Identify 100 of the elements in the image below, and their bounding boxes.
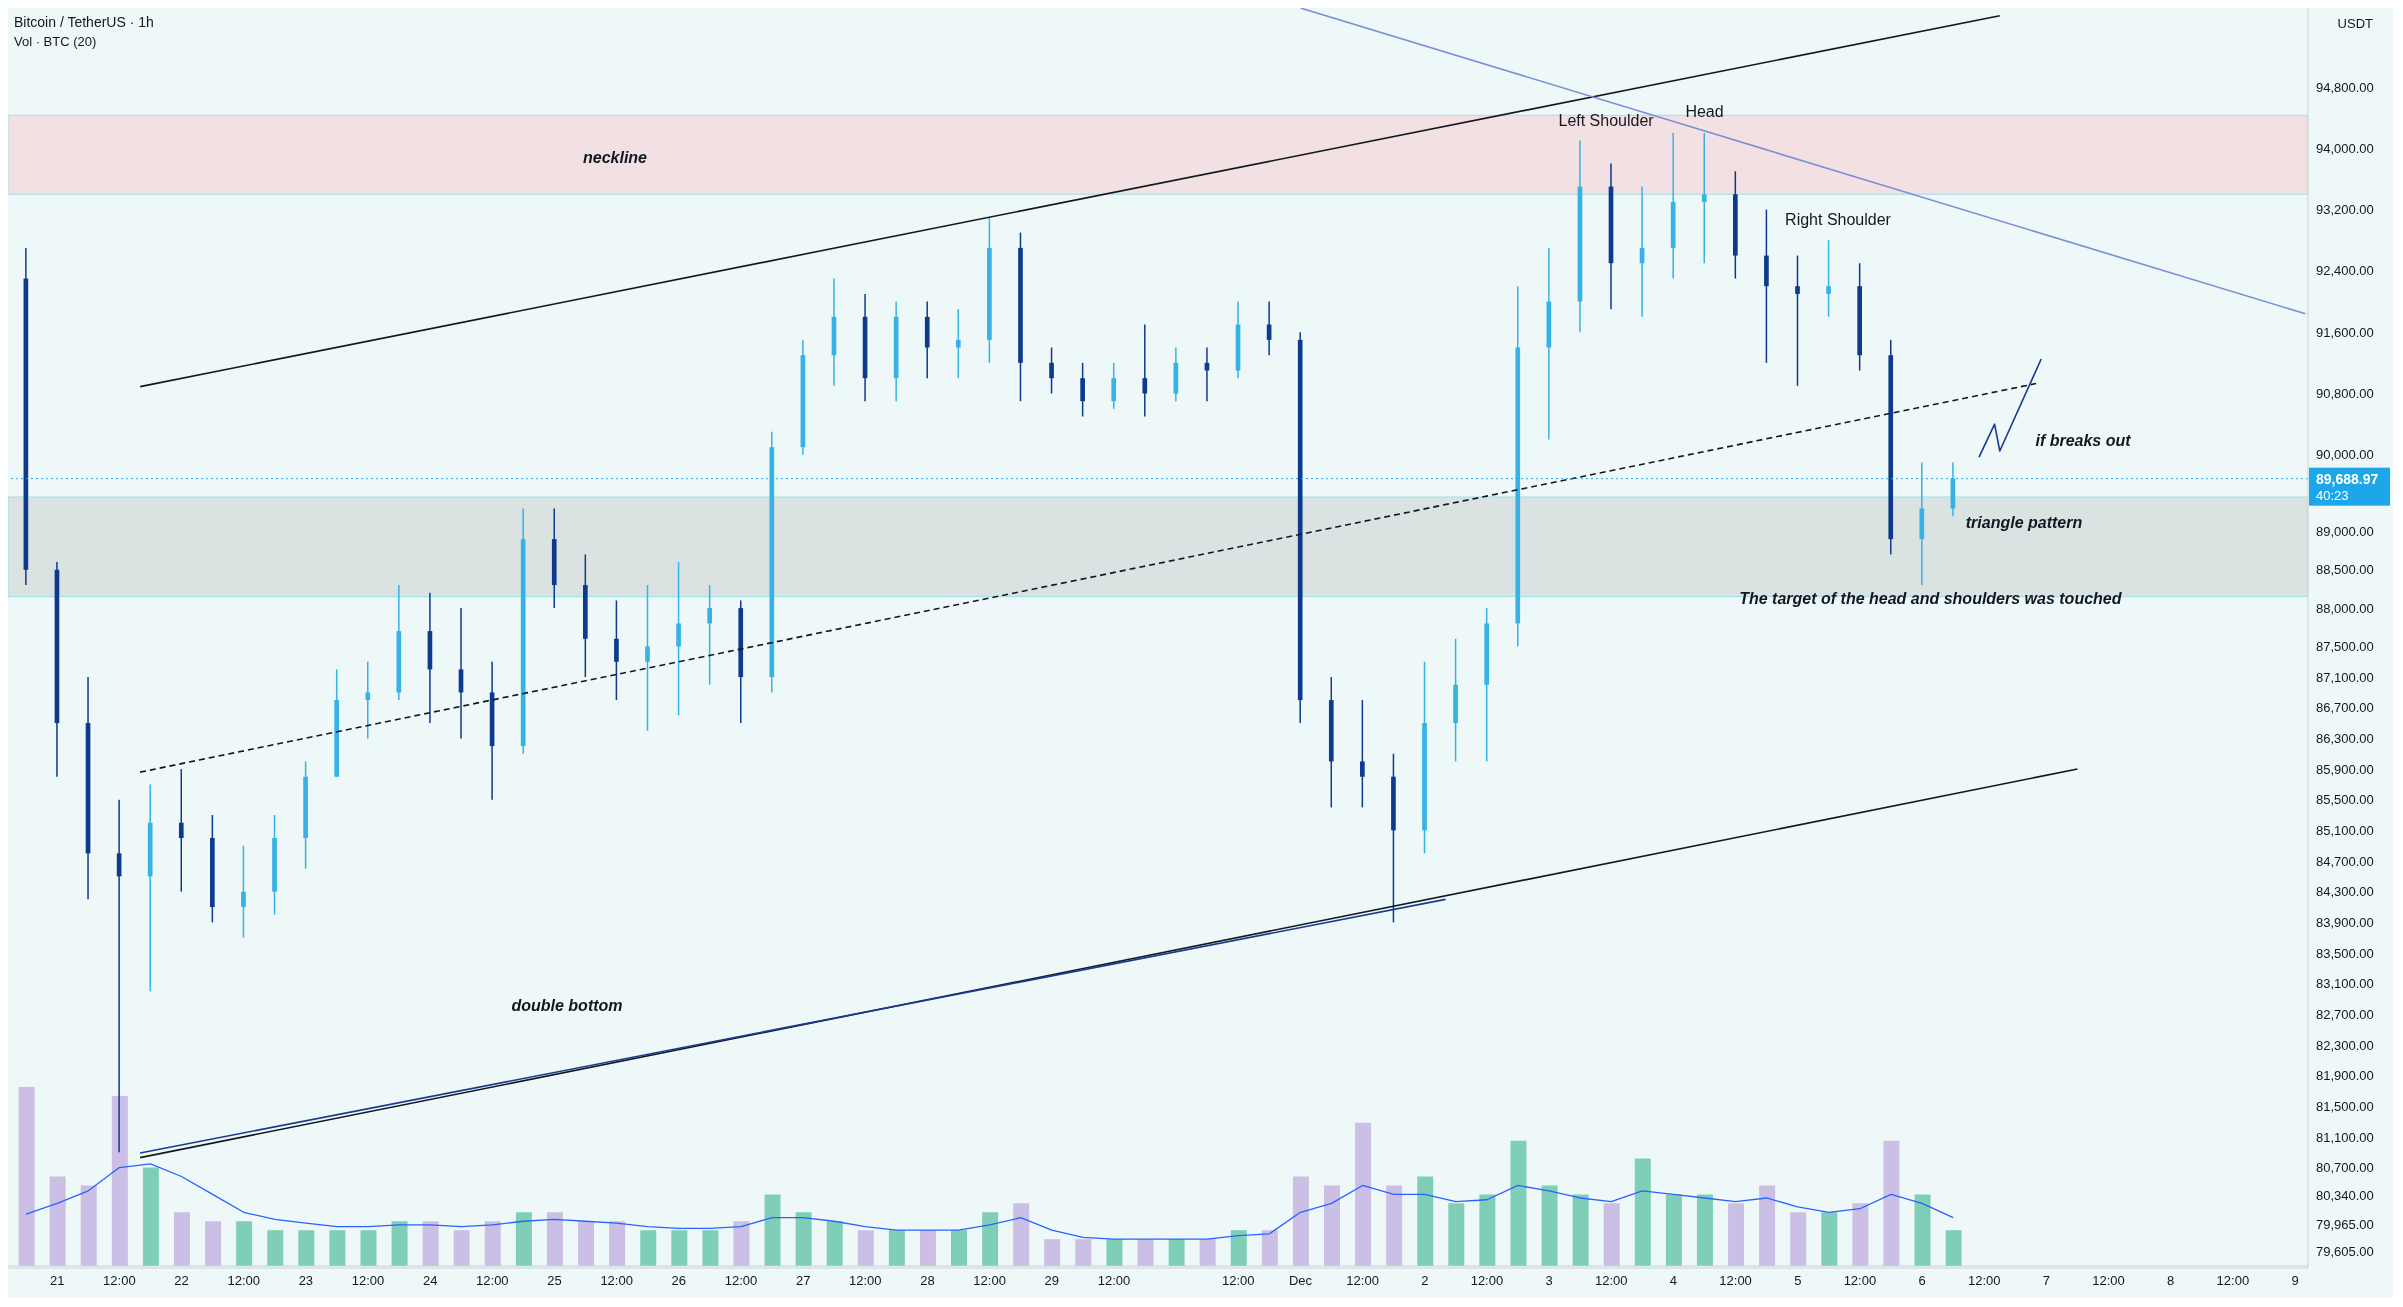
y-tick-label: 79,965.00 [2316,1216,2374,1232]
candlestick [1142,323,1148,418]
bar [360,1230,377,1266]
y-tick-label: 87,100.00 [2316,669,2374,685]
x-tick-label: 12:00 [2216,1273,2250,1289]
candlestick [1360,699,1365,809]
bar [111,1095,128,1266]
bar [919,1230,936,1266]
annotation: Left Shoulder [1558,111,1655,129]
x-tick-label: 26 [671,1273,687,1289]
bar [546,1212,563,1266]
bar [1137,1239,1154,1266]
bar [1324,1185,1340,1266]
x-tick-label: 4 [1669,1273,1678,1289]
bar [1572,1194,1589,1266]
x-tick-label: 3 [1545,1273,1553,1289]
y-tick-label: 83,500.00 [2316,945,2374,961]
candlestick [955,308,961,379]
annotation: Right Shoulder [1785,211,1891,229]
y-tick-label: 94,000.00 [2316,140,2374,156]
y-tick-label: 89,000.00 [2316,524,2374,540]
x-tick-label: 12:00 [227,1273,260,1289]
x-tick-label: 5 [1794,1273,1802,1289]
x-tick-label: 25 [547,1273,562,1289]
bar [1013,1203,1030,1266]
annotation: The target of the head and shoulders was touched [1739,589,2123,607]
bar [951,1230,968,1266]
x-tick-label: 2 [1421,1273,1429,1289]
bar [267,1230,284,1266]
bar [1386,1185,1403,1266]
bar [826,1221,843,1266]
x-tick-label: 12:00 [973,1273,1006,1289]
bar [1852,1203,1869,1266]
x-tick-label: 12:00 [1346,1273,1379,1289]
y-tick-label: 86,300.00 [2316,731,2374,747]
x-tick-label: 12:00 [103,1273,136,1289]
text: 40:23 [2316,487,2349,503]
y-tick-label: 85,100.00 [2316,822,2374,838]
y-tick-label: 83,900.00 [2316,914,2374,930]
candlestick [1080,362,1085,418]
y-tick-label: 84,300.00 [2316,884,2374,900]
y-tick-label: 90,000.00 [2316,447,2374,463]
x-tick-label: 12:00 [1843,1273,1877,1289]
y-tick-label: 82,700.00 [2316,1006,2374,1022]
bar [49,1176,66,1266]
x-tick-label: 8 [2167,1273,2175,1289]
candlestick [614,599,619,701]
bar [205,1221,222,1266]
y-tick-label: 91,600.00 [2316,324,2374,340]
bar [671,1230,688,1266]
candlestick [1111,362,1117,410]
bar [1292,1176,1309,1266]
x-tick-label: 12:00 [1594,1273,1628,1289]
bar [888,1230,905,1266]
candlestick [645,584,650,732]
x-tick-label: 12:00 [476,1273,509,1289]
bar [733,1221,750,1266]
bar [795,1212,812,1266]
y-tick-label: 81,900.00 [2316,1068,2374,1084]
candlestick [676,561,681,717]
bar [18,1087,35,1266]
bar [1790,1212,1807,1266]
y-tick-label: 83,100.00 [2316,976,2374,992]
x-tick-label: 12:00 [600,1273,633,1289]
bar [1696,1194,1713,1266]
y-tick-label: 79,605.00 [2316,1244,2374,1260]
bar [515,1212,532,1266]
candlestick [241,844,246,939]
y-tick-label: 94,800.00 [2316,79,2374,95]
y-tick-label: 90,800.00 [2316,386,2374,402]
bar [142,1167,159,1266]
bar [1634,1158,1651,1266]
candlestick [178,768,184,893]
bar [1448,1203,1465,1266]
bar [1914,1194,1931,1266]
x-tick-label: 6 [1918,1273,1926,1289]
bar [298,1230,315,1266]
candlestick [365,661,371,740]
y-tick-label: 85,900.00 [2316,761,2374,777]
bar [1883,1140,1900,1266]
x-tick-label: 24 [422,1273,438,1289]
x-tick-label: 12:00 [2092,1273,2125,1289]
candlestick [1049,346,1054,395]
bar [453,1230,470,1266]
bar [1044,1239,1061,1266]
x-tick-label: 12:00 [351,1273,385,1289]
ref-line-label: 89,688.97 [2316,470,2379,487]
bar [1728,1203,1745,1266]
x-tick-label: Dec [1288,1273,1313,1289]
x-tick-label: 7 [2042,1273,2051,1289]
x-tick-label: 23 [298,1273,314,1289]
x-tick-label: 12:00 [724,1273,758,1289]
bar [422,1221,439,1266]
bar [764,1194,781,1266]
bar [391,1221,408,1266]
chart-title: Bitcoin / TetherUS · 1h [14,14,154,30]
bar [1106,1239,1123,1266]
x-tick-label: 29 [1044,1273,1060,1289]
candlestick [1826,239,1831,318]
candlestick [1701,132,1707,264]
